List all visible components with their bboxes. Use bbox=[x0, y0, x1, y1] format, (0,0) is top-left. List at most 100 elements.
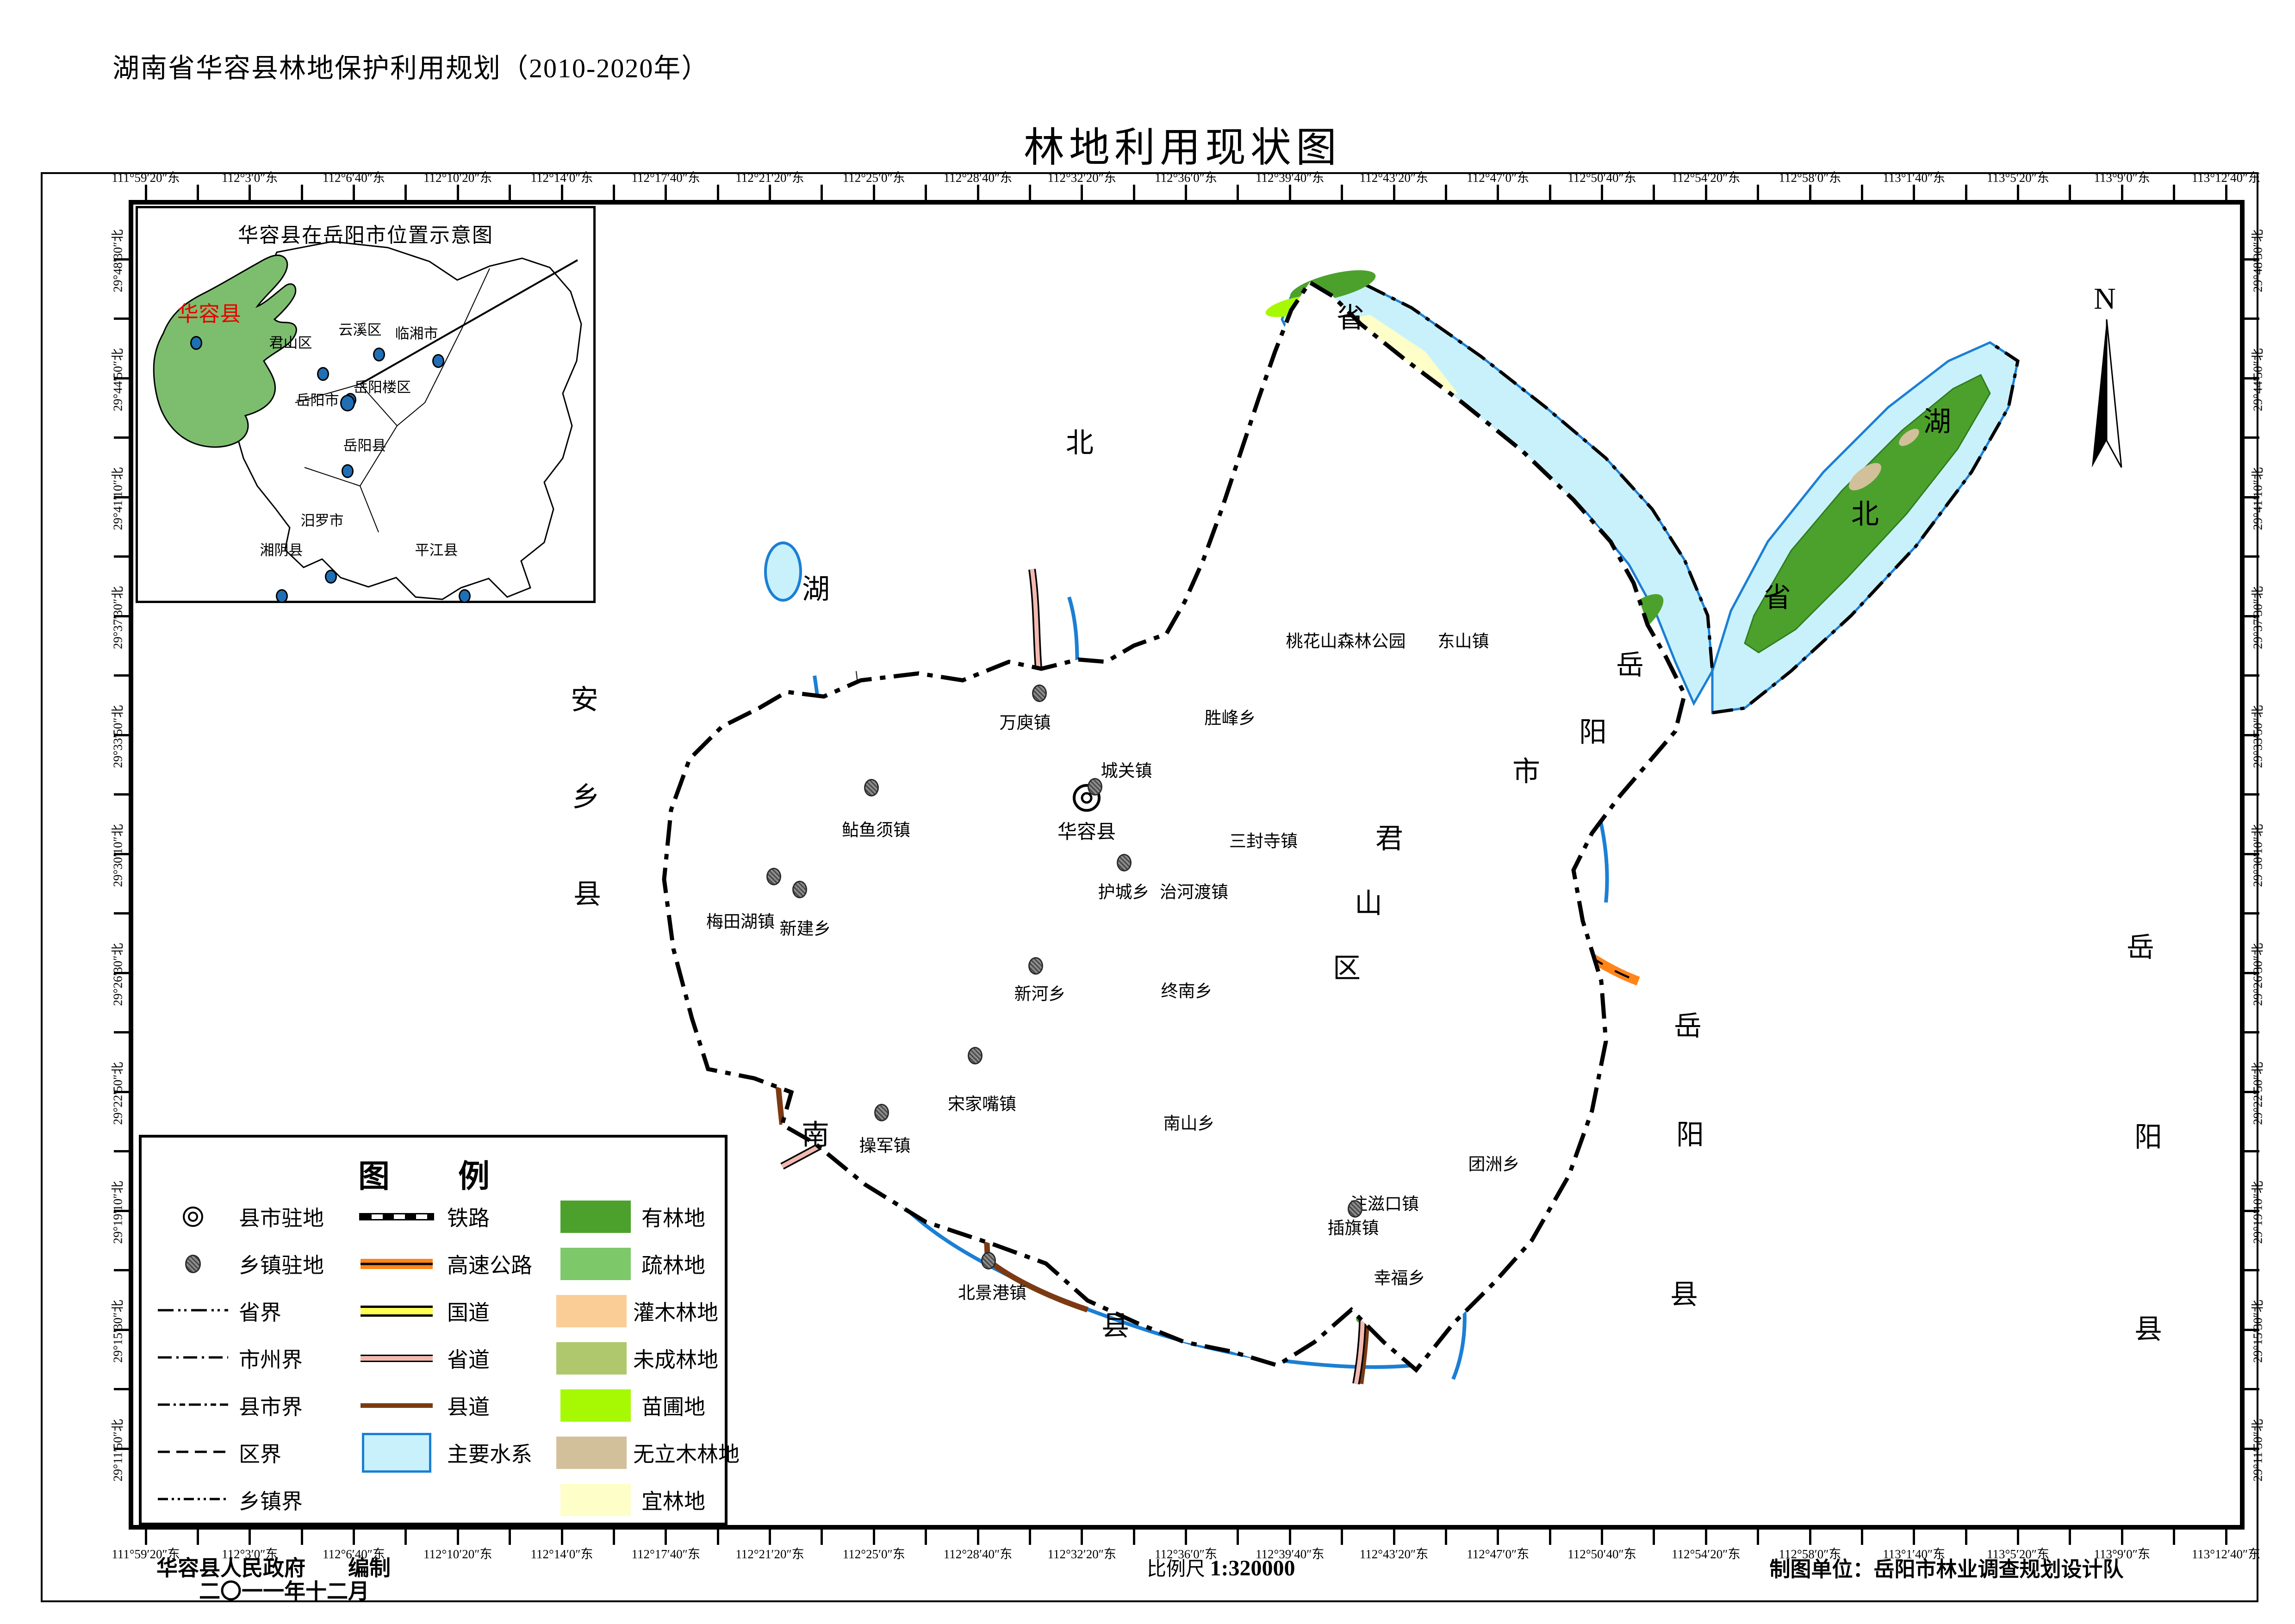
inset-city-dot bbox=[276, 589, 288, 603]
town-label: 东山镇 bbox=[1437, 632, 1489, 651]
tick-mark bbox=[2242, 793, 2259, 796]
town-label: 北景港镇 bbox=[958, 1284, 1026, 1303]
longitude-label: 112°39′40″东 bbox=[1256, 171, 1325, 185]
region-label: 县 bbox=[2134, 1314, 2162, 1345]
latitude-label: 29°37′30″北 bbox=[2251, 586, 2265, 649]
tick-mark bbox=[2242, 971, 2259, 974]
region-label: 省 bbox=[1763, 582, 1791, 613]
latitude-label: 29°41′10″北 bbox=[2251, 467, 2265, 530]
legend-symbol-wrap bbox=[556, 1201, 635, 1233]
legend-symbol-wrap bbox=[353, 1433, 441, 1473]
region-label: 岳 bbox=[1674, 1011, 1702, 1042]
tick-mark bbox=[249, 185, 251, 202]
tick-mark bbox=[821, 185, 823, 202]
longitude-label: 112°58′0″东 bbox=[1779, 171, 1841, 185]
longitude-label: 112°54′20″东 bbox=[1672, 171, 1741, 185]
inset-title: 华容县在岳阳市位置示意图 bbox=[238, 224, 493, 247]
town-dot bbox=[968, 1047, 983, 1064]
legend-cell: 省界 bbox=[154, 1296, 353, 1326]
national-icon bbox=[361, 1306, 433, 1317]
legend-row: 省界 国道 灌木林地 bbox=[154, 1288, 718, 1335]
region-label: 县 bbox=[1670, 1279, 1698, 1310]
town-label: 梅田湖镇 bbox=[706, 913, 775, 932]
legend-symbol-wrap bbox=[556, 1248, 635, 1280]
legend-item-label: 区界 bbox=[239, 1443, 281, 1466]
longitude-label: 113°9′0″东 bbox=[2094, 171, 2150, 185]
legend-item-label: 省道 bbox=[447, 1348, 490, 1372]
tick-mark bbox=[1288, 1527, 1291, 1545]
boundary-line-icon bbox=[156, 1401, 230, 1410]
seat-label: 华容县 bbox=[1057, 821, 1116, 843]
legend-cell: 县市界 bbox=[154, 1390, 353, 1421]
legend-item-label: 乡镇界 bbox=[239, 1490, 303, 1513]
longitude-label: 112°47′0″东 bbox=[1467, 1547, 1530, 1561]
tick-mark bbox=[1132, 1527, 1135, 1545]
tick-mark bbox=[1185, 1527, 1187, 1545]
tick-mark bbox=[144, 185, 147, 202]
legend-row: 乡镇界 宜林地 bbox=[154, 1476, 714, 1524]
tick-mark bbox=[872, 185, 875, 202]
scale-prefix: 比例尺 bbox=[1147, 1559, 1206, 1580]
legend-cell: 苗圃地 bbox=[556, 1389, 714, 1422]
tick-mark bbox=[114, 1328, 131, 1331]
tick-mark bbox=[1860, 1527, 1863, 1545]
town-label: 万庾镇 bbox=[999, 714, 1051, 733]
latitude-label: 29°44′50″北 bbox=[111, 348, 125, 411]
tick-mark bbox=[2242, 258, 2259, 261]
town-dot bbox=[1088, 778, 1102, 796]
tick-mark bbox=[114, 971, 131, 974]
legend-item-label: 县市界 bbox=[239, 1395, 303, 1419]
tick-mark bbox=[1028, 1527, 1031, 1545]
tick-mark bbox=[2242, 1090, 2259, 1093]
town-dot bbox=[981, 1252, 996, 1269]
tick-mark bbox=[1497, 1527, 1499, 1545]
tick-mark bbox=[1757, 185, 1760, 202]
inset-city-dot bbox=[317, 367, 329, 381]
water-swatch bbox=[362, 1433, 431, 1473]
legend-symbol-wrap bbox=[353, 1259, 441, 1269]
inset-place-label: 岳阳市 bbox=[296, 392, 339, 409]
latitude-label: 29°33′50″北 bbox=[111, 705, 125, 768]
rail-icon bbox=[359, 1213, 434, 1220]
legend-cell: 省道 bbox=[353, 1343, 556, 1374]
legend-cell: 疏林地 bbox=[556, 1248, 714, 1280]
compile-date: 二〇一一年十二月 bbox=[199, 1580, 369, 1603]
tick-mark bbox=[1549, 1527, 1551, 1545]
longitude-label: 112°25′0″东 bbox=[842, 171, 905, 185]
tick-mark bbox=[925, 185, 927, 202]
tick-mark bbox=[716, 1527, 719, 1545]
legend-symbol-wrap bbox=[154, 1354, 232, 1363]
longitude-label: 112°28′40″东 bbox=[943, 171, 1013, 185]
region-label: 阳 bbox=[1579, 717, 1607, 748]
latitude-label: 29°22′50″北 bbox=[111, 1062, 125, 1125]
tick-mark bbox=[1341, 1527, 1343, 1545]
town-label: 城关镇 bbox=[1101, 762, 1152, 781]
tick-mark bbox=[114, 1209, 131, 1212]
longitude-label: 113°5′20″东 bbox=[1987, 171, 2049, 185]
tick-mark bbox=[2017, 185, 2019, 202]
town-label: 三封寺镇 bbox=[1229, 832, 1298, 851]
town-label: 宋家嘴镇 bbox=[948, 1095, 1016, 1114]
tick-mark bbox=[114, 1090, 131, 1093]
latitude-label: 29°26′30″北 bbox=[2251, 943, 2265, 1006]
legend-symbol-wrap bbox=[556, 1389, 635, 1422]
legend-symbol-wrap bbox=[154, 1307, 232, 1316]
boundary-line-icon bbox=[156, 1496, 230, 1505]
legend-symbol-wrap bbox=[353, 1403, 441, 1408]
town-label: 终南乡 bbox=[1161, 982, 1213, 1001]
expressway-icon bbox=[361, 1259, 433, 1269]
tick-mark bbox=[976, 185, 979, 202]
page-title: 林地利用现状图 bbox=[1023, 126, 1342, 171]
latitude-label: 29°11′50″北 bbox=[2251, 1419, 2265, 1481]
tick-mark bbox=[821, 1527, 823, 1545]
longitude-label: 112°47′0″东 bbox=[1467, 171, 1530, 185]
tick-mark bbox=[456, 1527, 459, 1545]
tick-mark bbox=[114, 317, 131, 320]
latitude-label: 29°19′10″北 bbox=[2251, 1181, 2265, 1244]
county-seat-icon bbox=[183, 1207, 203, 1227]
tick-mark bbox=[1444, 1527, 1447, 1545]
tick-mark bbox=[1809, 185, 1811, 202]
inset-map: 华容县在岳阳市位置示意图 华容县 君山区 云溪区 临湘市 岳阳楼区 岳阳市 岳阳县 汨罗市 湘阴… bbox=[136, 206, 596, 603]
legend-cell: 县市驻地 bbox=[154, 1201, 353, 1232]
legend-symbol-wrap bbox=[154, 1496, 232, 1505]
